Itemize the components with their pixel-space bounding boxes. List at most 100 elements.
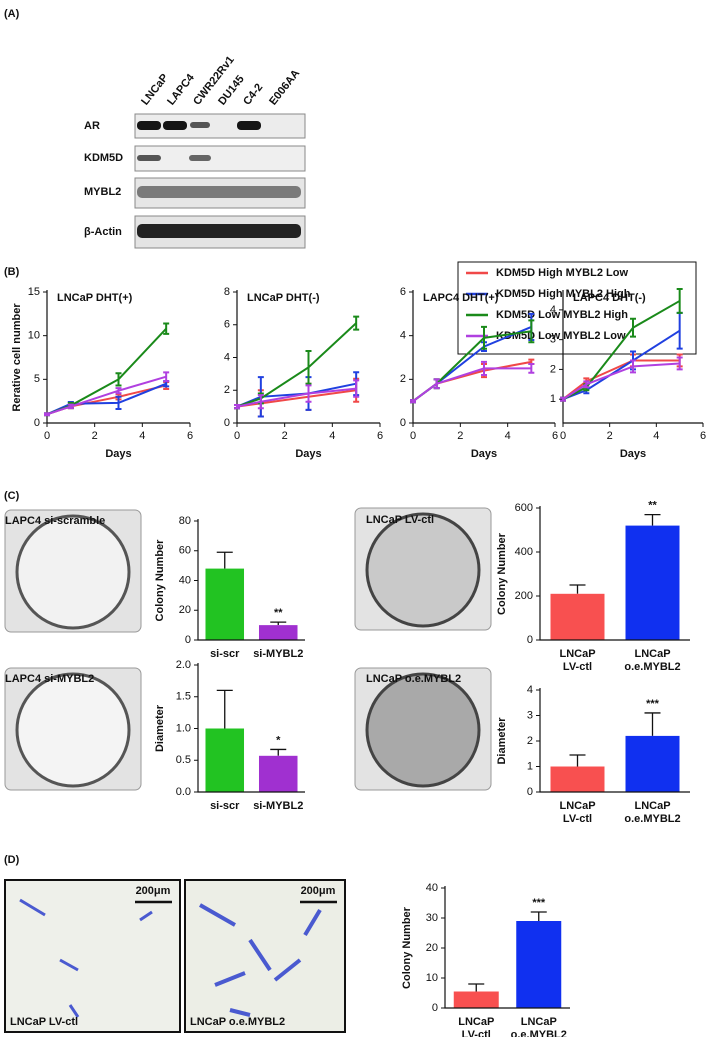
y-tick-label: 0 [224, 417, 230, 429]
y-tick-label: 40 [179, 574, 191, 586]
y-tick-label: 0 [185, 634, 191, 646]
error-bar [216, 551, 233, 569]
x-tick-label: si-scr [210, 800, 240, 812]
error-bar [115, 387, 122, 395]
x-tick-label: 0 [234, 430, 240, 442]
x-axis-label: Days [295, 448, 321, 460]
error-bar [216, 689, 233, 729]
y-tick-label: 4 [550, 304, 556, 316]
x-tick-label: 2 [457, 430, 463, 442]
error-bar [644, 513, 661, 526]
legend-box [457, 261, 697, 355]
error-bar [305, 384, 312, 403]
y-tick-label: 400 [515, 546, 533, 558]
x-tick-label: LNCaP o.e.MYBL2 [511, 1016, 567, 1037]
x-tick-label: 4 [653, 430, 659, 442]
y-tick-label: 1.0 [176, 722, 191, 734]
y-tick-label: 0.0 [176, 786, 191, 798]
y-axis-label: Colony Number [154, 539, 166, 622]
y-tick-label: 2 [224, 384, 230, 396]
x-tick-label: 2 [607, 430, 613, 442]
y-tick-label: 4 [400, 330, 406, 342]
y-tick-label: 0 [400, 417, 406, 429]
y-tick-label: 600 [515, 502, 533, 514]
x-tick-label: si-MYBL2 [253, 800, 303, 812]
panel-label: (A) [4, 8, 20, 20]
y-axis-label: Colony Number [401, 906, 413, 989]
x-tick-label: LNCaP o.e.MYBL2 [624, 800, 680, 825]
image-label: LNCaP o.e.MYBL2 [190, 1016, 285, 1028]
bar [625, 525, 680, 640]
error-bar [115, 395, 122, 411]
series-line [236, 322, 357, 408]
scale-bar-label: 200μm [136, 885, 171, 897]
legend-label: KDM5D Low MYBL2 Low [496, 330, 626, 342]
chart-title: LNCaP DHT(+) [57, 292, 133, 304]
x-tick-label: si-MYBL2 [253, 648, 303, 660]
error-bar [270, 621, 287, 626]
series-line [46, 327, 167, 416]
x-tick-label: 6 [187, 430, 193, 442]
y-tick-label: 2 [527, 735, 533, 747]
x-tick-label: LNCaP LV-ctl [559, 800, 595, 825]
y-tick-label: 1 [550, 393, 556, 405]
error-bar [481, 360, 487, 376]
y-tick-label: 0 [34, 417, 40, 429]
y-tick-label: 4 [527, 684, 533, 696]
error-bar [528, 319, 535, 344]
x-tick-label: 2 [92, 430, 98, 442]
series-line [562, 359, 680, 400]
image-label: LNCaP o.e.MYBL2 [366, 673, 461, 685]
error-bar [644, 712, 661, 736]
y-tick-label: 2.0 [176, 659, 191, 671]
error-bar [257, 394, 264, 410]
chart-title: LNCaP DHT(-) [247, 292, 320, 304]
error-bar [115, 372, 122, 387]
bar [550, 766, 605, 792]
significance: *** [532, 897, 546, 909]
blot [134, 113, 306, 249]
y-tick-label: 1 [527, 760, 533, 772]
y-tick-label: 2 [400, 373, 406, 385]
y-tick-label: 20 [426, 942, 438, 954]
protein-label: AR [84, 120, 100, 132]
series-line [236, 387, 357, 408]
y-axis-label: Diameter [496, 717, 508, 765]
error-bar [569, 584, 586, 594]
x-tick-label: 0 [560, 430, 566, 442]
error-bar [560, 396, 566, 402]
error-bar [163, 322, 170, 335]
x-axis-label: Days [471, 448, 497, 460]
bar [550, 593, 605, 640]
x-tick-label: 4 [329, 430, 335, 442]
error-bar [234, 403, 240, 410]
bar [453, 991, 499, 1008]
lane-label: C4-2 [241, 81, 265, 107]
bar [205, 728, 245, 792]
error-bar [353, 315, 360, 331]
protein-label: KDM5D [84, 152, 123, 164]
y-tick-label: 5 [34, 373, 40, 385]
image-label: LNCaP LV-ctl [366, 514, 434, 526]
error-bar [530, 911, 547, 921]
x-tick-label: 4 [505, 430, 511, 442]
error-bar [305, 349, 312, 385]
x-tick-label: 6 [377, 430, 383, 442]
series-line [412, 367, 532, 402]
x-tick-label: LNCaP o.e.MYBL2 [624, 648, 680, 673]
series-line [46, 384, 167, 416]
significance: *** [646, 698, 660, 710]
panel-label: (B) [4, 266, 20, 278]
image-label: LAPC4 si-scramble [5, 515, 105, 527]
y-tick-label: 60 [179, 545, 191, 557]
y-tick-label: 0 [432, 1002, 438, 1014]
panel-label: (C) [4, 490, 20, 502]
legend-label: KDM5D High MYBL2 Low [496, 267, 628, 279]
significance: ** [274, 607, 283, 619]
y-tick-label: 2 [550, 363, 556, 375]
y-tick-label: 3 [550, 334, 556, 346]
legend-label: KDM5D Low MYBL2 High [496, 309, 628, 321]
x-tick-label: 0 [410, 430, 416, 442]
error-bar [410, 399, 416, 404]
